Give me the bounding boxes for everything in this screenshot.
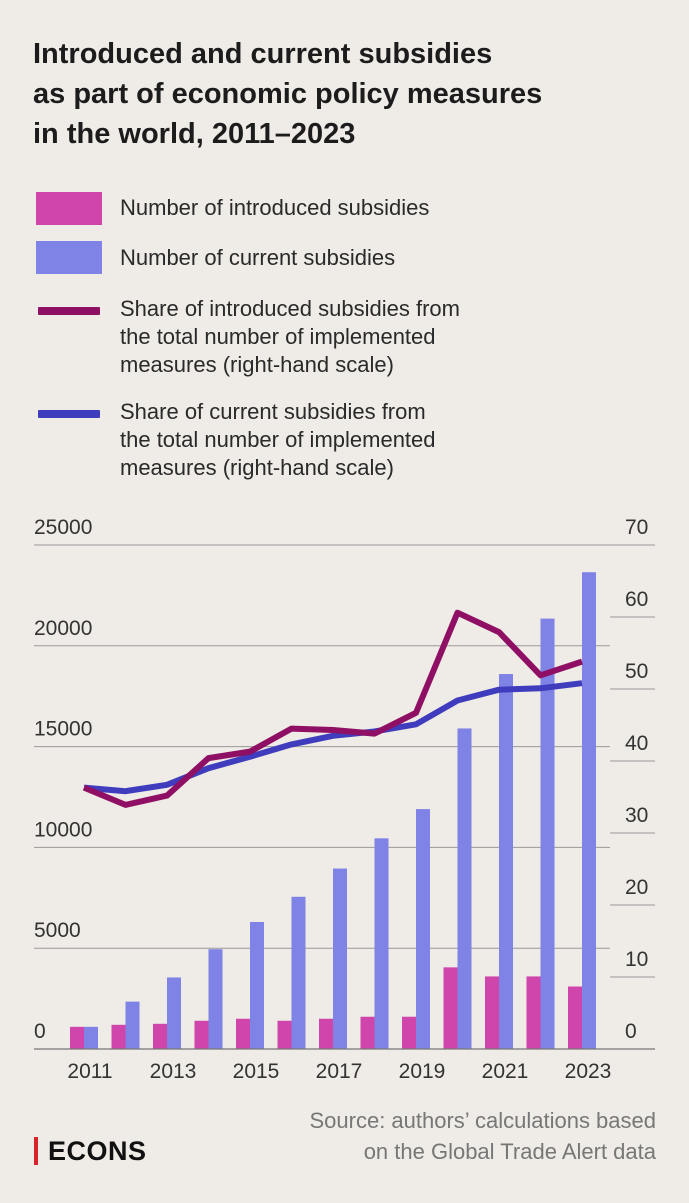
y-right-tick-label: 30 — [625, 804, 648, 827]
econs-logo: ECONS — [34, 1136, 147, 1166]
bar-current — [84, 1026, 98, 1049]
legend-label-introduced-share: Share of introduced subsidies from the t… — [120, 296, 460, 377]
chart-title: Introduced and current subsidies as part … — [33, 38, 543, 150]
logo-text: ECONS — [48, 1135, 147, 1166]
bar-introduced — [360, 1016, 375, 1049]
y-left-tick-label: 0 — [34, 1020, 46, 1043]
bar-current — [125, 1001, 140, 1049]
legend-label-current-share: Share of current subsidies from the tota… — [120, 399, 436, 480]
bar-introduced — [485, 976, 499, 1049]
bar-introduced — [443, 967, 458, 1049]
bar-current — [416, 809, 430, 1049]
legend-swatch-introduced-share — [38, 307, 100, 315]
bar-introduced — [194, 1020, 209, 1049]
bar-introduced — [70, 1026, 84, 1049]
bar-introduced — [236, 1018, 250, 1049]
y-right-tick-label: 50 — [625, 660, 648, 683]
bar-current — [250, 921, 264, 1049]
bar-current — [499, 674, 513, 1049]
source-note: Source: authors’ calculations based on th… — [309, 1108, 657, 1164]
y-left-tick-label: 15000 — [34, 718, 92, 741]
chart-plot: 0 5000 10000 15000 20000 25000 0 10 20 30 40 50 60 70… — [34, 516, 655, 1083]
bar-introduced — [277, 1020, 292, 1049]
legend-label-current-count: Number of current subsidies — [120, 245, 396, 270]
bar-current — [457, 728, 472, 1049]
y-left-tick-label: 5000 — [34, 919, 81, 942]
legend-swatch-introduced-count — [36, 192, 102, 225]
bar-introduced — [402, 1016, 416, 1049]
bar-current — [374, 838, 389, 1049]
x-tick-label: 2023 — [565, 1060, 612, 1083]
y-right-tick-label: 40 — [625, 732, 648, 755]
x-tick-label: 2011 — [67, 1060, 112, 1083]
bar-introduced — [153, 1023, 167, 1049]
bar-current — [167, 977, 181, 1049]
y-right-tick-label: 10 — [625, 948, 648, 971]
x-tick-label: 2015 — [233, 1060, 280, 1083]
y-right-tick-label: 20 — [625, 876, 648, 899]
bar-current — [333, 868, 347, 1049]
bar-introduced — [319, 1018, 333, 1049]
x-tick-label: 2019 — [399, 1060, 446, 1083]
line-introduced-share — [82, 609, 583, 808]
x-tick-label: 2017 — [316, 1060, 363, 1083]
bar-introduced — [568, 986, 582, 1049]
legend-swatch-current-share — [38, 410, 100, 418]
legend-label-introduced-count: Number of introduced subsidies — [120, 195, 430, 220]
bar-current — [208, 949, 223, 1049]
bar-current — [540, 618, 555, 1049]
y-left-tick-label: 25000 — [34, 516, 92, 539]
x-tick-label: 2021 — [482, 1060, 529, 1083]
x-tick-label: 2013 — [150, 1060, 197, 1083]
legend-swatch-current-count — [36, 241, 102, 274]
y-right-tick-label: 60 — [625, 588, 648, 611]
y-right-tick-label: 70 — [625, 516, 648, 539]
bar-current — [291, 896, 306, 1049]
bar-introduced — [526, 976, 541, 1049]
bar-introduced — [111, 1024, 126, 1049]
y-left-tick-label: 20000 — [34, 617, 92, 640]
line-current-share — [83, 680, 583, 795]
logo-bar-icon — [34, 1137, 38, 1165]
y-left-tick-label: 10000 — [34, 818, 92, 841]
bar-current — [582, 572, 596, 1049]
y-right-tick-label: 0 — [625, 1020, 637, 1043]
